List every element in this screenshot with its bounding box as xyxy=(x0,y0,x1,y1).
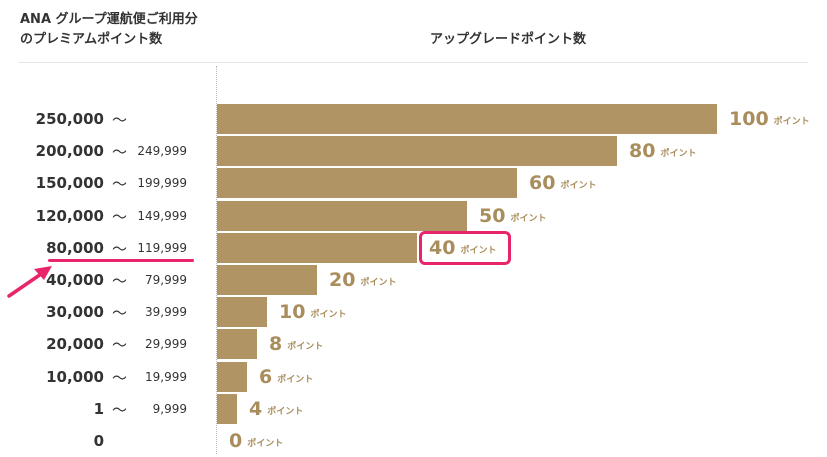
value-label: 10 ポイント xyxy=(279,297,346,327)
value-unit: ポイント xyxy=(460,245,497,256)
chart-row: 40,000 〜 79,999 20 ポイント xyxy=(0,265,827,295)
value-unit: ポイント xyxy=(247,439,284,449)
header-divider xyxy=(18,62,808,63)
bar xyxy=(217,329,257,360)
range-max-label: 249,999 xyxy=(137,144,187,159)
value-label: 100 ポイント xyxy=(729,104,810,134)
value-unit: ポイント xyxy=(277,374,314,385)
range-max-label: 29,999 xyxy=(145,337,187,352)
chart-row: 20,000 〜 29,999 8 ポイント xyxy=(0,329,827,360)
value-number: 0 xyxy=(229,430,243,452)
range-min-label: 0 xyxy=(93,432,104,450)
bar xyxy=(217,104,717,134)
bar xyxy=(217,361,247,392)
chart-row: 80,000 〜 119,999 40 ポイント xyxy=(0,232,827,263)
range-separator: 〜 xyxy=(112,368,128,387)
range-max-label: 79,999 xyxy=(145,273,187,287)
highlight-box xyxy=(419,230,511,265)
bar xyxy=(217,200,467,231)
chart-row: 0 0 ポイント xyxy=(0,426,827,456)
value-number: 6 xyxy=(259,365,273,388)
chart-row: 1 〜 9,999 4 ポイント xyxy=(0,393,827,424)
range-separator: 〜 xyxy=(112,143,128,162)
value-unit: ポイント xyxy=(510,213,547,224)
chart-row: 30,000 〜 39,999 10 ポイント xyxy=(0,297,827,328)
range-max-label: 9,999 xyxy=(152,401,187,416)
bar xyxy=(217,232,417,263)
range-separator: 〜 xyxy=(112,304,128,323)
left-column-header: ANA グループ運航便ご利用分 のプレミアムポイント数 xyxy=(20,10,220,50)
value-label: 80 ポイント xyxy=(629,136,696,166)
range-min-label: 40,000 xyxy=(46,271,104,289)
chart-baseline xyxy=(216,66,217,454)
range-min-label: 150,000 xyxy=(35,174,104,193)
chart-row: 120,000 〜 149,999 50 ポイント xyxy=(0,200,827,231)
range-separator: 〜 xyxy=(112,207,128,226)
range-min-label: 20,000 xyxy=(46,335,104,354)
value-unit: ポイント xyxy=(360,278,397,288)
value-label: 0 ポイント xyxy=(229,426,283,456)
bar xyxy=(217,393,237,424)
value-number: 8 xyxy=(269,333,283,356)
chart-row: 200,000 〜 249,999 80 ポイント xyxy=(0,136,827,167)
range-max-label: 119,999 xyxy=(137,240,187,255)
chart-row: 150,000 〜 199,999 60 ポイント xyxy=(0,168,827,199)
bar xyxy=(217,297,267,328)
value-unit: ポイント xyxy=(287,342,324,353)
value-label: 50 ポイント xyxy=(479,201,546,231)
range-min-label: 10,000 xyxy=(46,367,104,386)
value-unit: ポイント xyxy=(560,181,597,192)
value-number: 40 xyxy=(429,236,456,259)
value-number: 20 xyxy=(329,269,356,291)
left-header-line1: ANA グループ運航便ご利用分 xyxy=(20,12,198,27)
value-number: 100 xyxy=(729,108,769,130)
range-max-label: 39,999 xyxy=(145,305,187,320)
bar xyxy=(217,136,617,167)
bar xyxy=(217,168,517,199)
highlight-underline xyxy=(48,259,194,262)
value-label: 6 ポイント xyxy=(259,362,313,392)
range-max-label: 199,999 xyxy=(137,176,187,191)
range-separator: 〜 xyxy=(112,175,128,194)
value-unit: ポイント xyxy=(773,117,810,127)
range-separator: 〜 xyxy=(112,272,128,290)
range-separator: 〜 xyxy=(112,336,128,355)
value-label: 4 ポイント xyxy=(249,394,303,424)
right-column-header: アップグレードポイント数 xyxy=(430,32,587,47)
range-min-label: 250,000 xyxy=(35,110,104,128)
range-separator: 〜 xyxy=(112,111,128,129)
value-number: 60 xyxy=(529,172,556,195)
range-min-label: 1 xyxy=(93,399,104,418)
range-min-label: 200,000 xyxy=(35,142,104,161)
value-unit: ポイント xyxy=(310,310,347,321)
range-min-label: 120,000 xyxy=(35,206,104,225)
range-separator: 〜 xyxy=(112,400,128,419)
value-number: 80 xyxy=(629,140,656,163)
value-label: 40 ポイント xyxy=(429,233,496,263)
value-label: 20 ポイント xyxy=(329,265,396,295)
range-separator: 〜 xyxy=(112,239,128,258)
left-header-line2: のプレミアムポイント数 xyxy=(20,32,163,47)
range-max-label: 149,999 xyxy=(137,208,187,223)
chart-row: 10,000 〜 19,999 6 ポイント xyxy=(0,361,827,392)
range-min-label: 30,000 xyxy=(46,303,104,322)
value-unit: ポイント xyxy=(267,406,304,417)
value-label: 60 ポイント xyxy=(529,168,596,198)
chart-row: 250,000 〜 100 ポイント xyxy=(0,104,827,134)
value-unit: ポイント xyxy=(660,149,697,160)
value-number: 4 xyxy=(249,397,263,420)
bar xyxy=(217,265,317,295)
value-label: 8 ポイント xyxy=(269,329,323,359)
value-number: 50 xyxy=(479,204,506,227)
range-min-label: 80,000 xyxy=(46,238,104,257)
range-max-label: 19,999 xyxy=(145,369,187,384)
value-number: 10 xyxy=(279,301,306,324)
